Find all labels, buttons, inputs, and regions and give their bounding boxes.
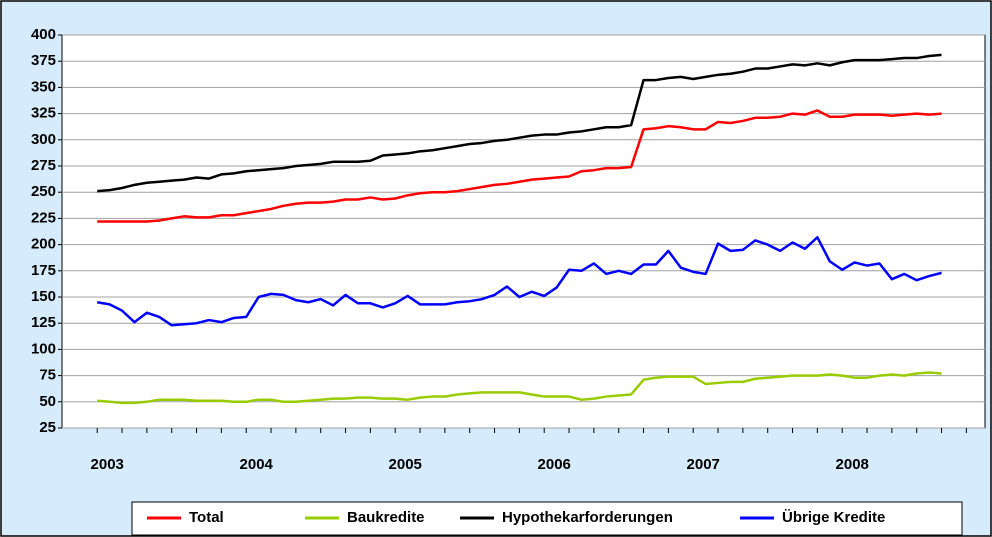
y-tick-label: 250 bbox=[31, 183, 56, 200]
x-tick-label: 2004 bbox=[240, 456, 274, 473]
series-line bbox=[97, 236, 942, 327]
legend bbox=[131, 501, 963, 536]
legend-label: Übrige Kredite bbox=[782, 509, 885, 526]
x-tick-label: 2005 bbox=[389, 456, 422, 473]
y-tick-label: 150 bbox=[31, 288, 56, 305]
x-tick-label: 2006 bbox=[538, 456, 571, 473]
y-tick-label: 175 bbox=[31, 262, 56, 279]
x-tick-label: 2003 bbox=[91, 456, 124, 473]
x-tick-label: 2008 bbox=[836, 456, 869, 473]
y-tick-label: 225 bbox=[31, 209, 56, 226]
y-tick-label: 125 bbox=[31, 314, 56, 331]
plot-area bbox=[61, 34, 986, 429]
series-line bbox=[97, 53, 942, 193]
y-tick-label: 325 bbox=[31, 105, 56, 122]
y-tick-label: 200 bbox=[31, 236, 56, 253]
y-tick-label: 75 bbox=[39, 367, 56, 384]
series-line bbox=[97, 109, 942, 223]
x-tick-label: 2007 bbox=[687, 456, 720, 473]
series-line bbox=[97, 371, 942, 405]
legend-label: Hypothekarforderungen bbox=[502, 509, 673, 526]
y-tick-label: 375 bbox=[31, 52, 56, 69]
legend-label: Baukredite bbox=[347, 509, 425, 526]
y-tick-label: 100 bbox=[31, 340, 56, 357]
y-tick-label: 50 bbox=[39, 393, 56, 410]
y-tick-label: 275 bbox=[31, 157, 56, 174]
y-tick-label: 350 bbox=[31, 78, 56, 95]
legend-label: Total bbox=[189, 509, 224, 526]
y-tick-label: 300 bbox=[31, 131, 56, 148]
y-tick-label: 400 bbox=[31, 26, 56, 43]
y-tick-label: 25 bbox=[39, 419, 56, 436]
